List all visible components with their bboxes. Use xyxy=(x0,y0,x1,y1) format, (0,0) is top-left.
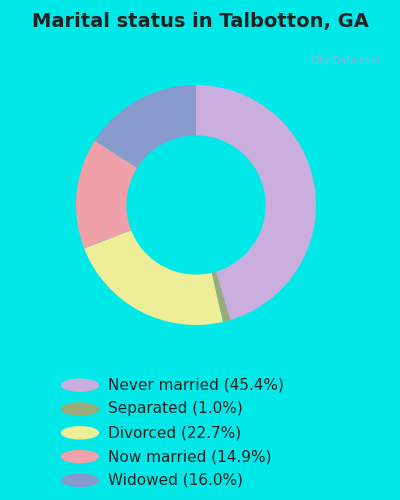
Wedge shape xyxy=(196,85,316,320)
Wedge shape xyxy=(76,140,137,248)
Circle shape xyxy=(61,378,99,392)
Circle shape xyxy=(61,426,99,440)
Wedge shape xyxy=(84,230,223,325)
Text: Divorced (22.7%): Divorced (22.7%) xyxy=(108,426,241,440)
Circle shape xyxy=(61,450,99,464)
Text: Now married (14.9%): Now married (14.9%) xyxy=(108,449,272,464)
Circle shape xyxy=(61,474,99,487)
Text: Separated (1.0%): Separated (1.0%) xyxy=(108,402,243,416)
Text: Never married (45.4%): Never married (45.4%) xyxy=(108,378,284,392)
Wedge shape xyxy=(212,272,230,322)
Text: City-Data.com: City-Data.com xyxy=(311,56,380,66)
Text: Widowed (16.0%): Widowed (16.0%) xyxy=(108,473,243,488)
Text: Marital status in Talbotton, GA: Marital status in Talbotton, GA xyxy=(32,12,368,32)
Circle shape xyxy=(61,402,99,415)
Wedge shape xyxy=(95,85,196,168)
